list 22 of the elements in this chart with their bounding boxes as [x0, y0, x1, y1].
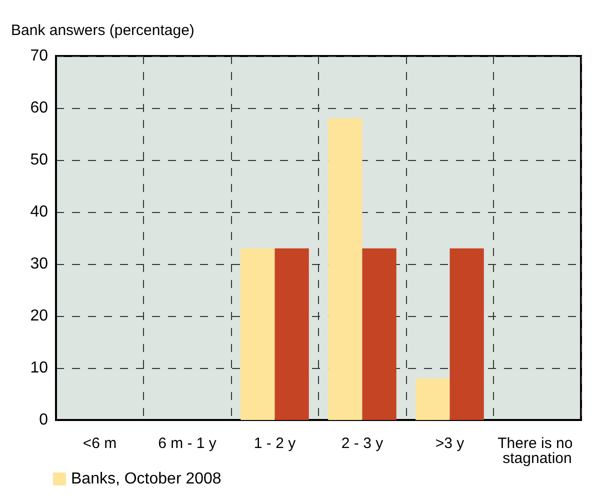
x-tick-label: <6 m — [82, 435, 117, 452]
y-tick-label: 70 — [30, 48, 48, 64]
x-tick-label: >3 y — [435, 435, 465, 452]
bar — [240, 248, 275, 420]
bar — [450, 248, 484, 420]
bar — [362, 248, 396, 420]
bar — [274, 248, 309, 420]
x-tick-label: 2 - 3 y — [341, 435, 384, 452]
y-tick-label: 30 — [30, 256, 48, 272]
bar — [328, 118, 362, 420]
x-tick-label: There is no stagnation — [498, 435, 577, 467]
legend-label: Banks, October 2008 — [71, 470, 222, 488]
bar — [416, 378, 450, 420]
y-tick-label: 50 — [30, 152, 48, 168]
x-tick-label: 1 - 2 y — [254, 435, 296, 452]
y-tick-label: 20 — [30, 308, 48, 324]
x-tick-label: 6 m - 1 y — [158, 435, 217, 452]
y-axis-title: Bank answers (percentage) — [11, 22, 194, 39]
y-tick-label: 60 — [30, 100, 48, 116]
y-tick-label: 40 — [30, 204, 48, 220]
y-tick-label: 10 — [30, 360, 48, 376]
y-tick-label: 0 — [39, 412, 48, 428]
